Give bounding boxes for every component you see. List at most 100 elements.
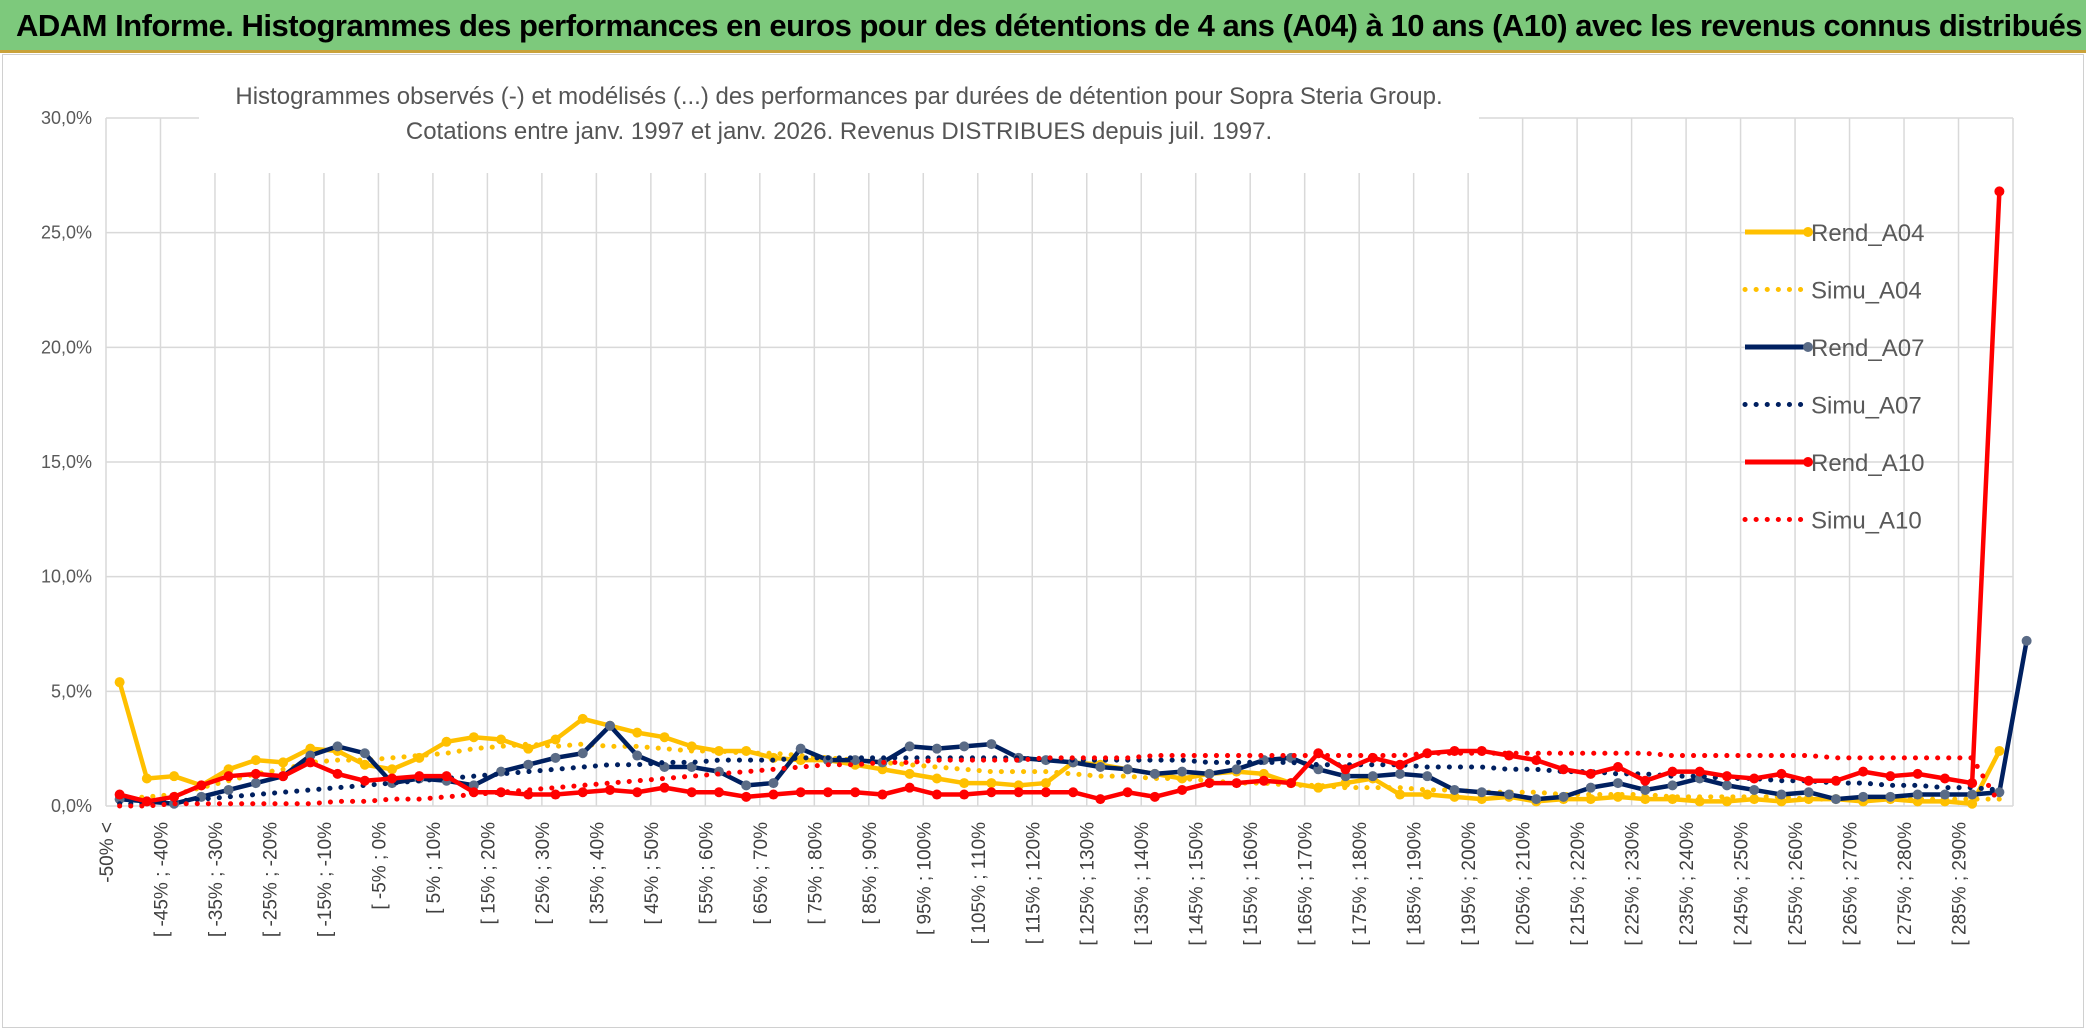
data-point [1994,745,2005,756]
data-point [931,743,942,754]
data-point [1967,798,1978,809]
data-point [1204,768,1215,779]
data-point [1912,789,1923,800]
chart-subtitle-line2: Cotations entre janv. 1997 et janv. 2026… [406,118,1272,145]
data-point [496,787,507,798]
data-point [686,741,697,752]
data-point [795,787,806,798]
data-point [1858,791,1869,802]
subtitle-background [199,73,1479,173]
data-point [741,791,752,802]
data-point [1803,787,1814,798]
data-point [768,778,779,789]
data-point [468,780,479,791]
data-point [741,780,752,791]
series-lines [114,186,2032,809]
data-point [1367,771,1378,782]
data-point [1449,784,1460,795]
data-point [1830,794,1841,805]
data-point [1476,794,1487,805]
report-title: ADAM Informe. Histogrammes des performan… [16,8,2083,43]
data-point [196,780,207,791]
data-point [713,787,724,798]
data-point [1721,796,1732,807]
data-point [114,789,125,800]
data-point [1830,775,1841,786]
x-tick-label: [ 235% ; 240% [1677,822,1698,946]
x-tick-label: [ 205% ; 210% [1514,822,1535,946]
data-point [822,787,833,798]
series-line [117,741,2002,802]
chart-subtitle-line1: Histogrammes observés (-) et modélisés (… [235,83,1442,110]
data-point [1122,787,1133,798]
legend-label: Simu_A10 [1811,508,1922,535]
data-point [1476,787,1487,798]
data-point [686,762,697,773]
data-point [359,775,370,786]
data-point [986,778,997,789]
x-tick-label: [ 55% ; 60% [696,822,717,925]
data-point [1340,778,1351,789]
data-point [278,771,289,782]
data-point [1967,789,1978,800]
data-point [523,759,534,770]
y-tick-label: 30,0% [41,108,92,128]
x-tick-label: [ 185% ; 190% [1405,822,1426,946]
data-point [1967,778,1978,789]
data-point [1776,796,1787,807]
legend-marker [1803,227,1813,237]
y-tick-label: 15,0% [41,452,92,472]
data-point [550,734,561,745]
data-point [387,764,398,775]
data-point [1013,787,1024,798]
x-tick-label: [ 65% ; 70% [751,822,772,925]
data-point [1585,782,1596,793]
data-point [1667,766,1678,777]
data-point [550,752,561,763]
y-axis-ticks: 0,0% 5,0% 10,0% 15,0% 20,0% 25,0% 30,0% [41,108,92,816]
series-line [117,681,2002,806]
data-point [1776,789,1787,800]
y-tick-label: 5,0% [51,681,92,701]
data-point [659,732,670,743]
x-tick-label: [ -15% ; -10% [315,822,336,937]
data-point [1531,755,1542,766]
data-point [1395,759,1406,770]
data-point [1204,778,1215,789]
data-point [1994,186,2005,197]
data-point [141,773,152,784]
x-tick-label: [ 35% ; 40% [587,822,608,925]
data-point [468,732,479,743]
data-point [1640,784,1651,795]
data-point [904,768,915,779]
data-point [1122,764,1133,775]
data-point [1912,768,1923,779]
data-point [904,782,915,793]
data-point [278,757,289,768]
x-tick-label: [ 155% ; 160% [1241,822,1262,946]
legend-label: Rend_A07 [1811,335,1924,362]
data-point [1231,764,1242,775]
data-point [1721,771,1732,782]
data-point [305,743,316,754]
data-point [1994,787,2005,798]
data-point [141,796,152,807]
data-point [1040,787,1051,798]
x-tick-label: [ 285% ; 290% [1950,822,1971,946]
data-point [986,787,997,798]
data-point [441,736,452,747]
data-point [1640,794,1651,805]
legend-label: Rend_A04 [1811,220,1924,247]
data-point [250,755,261,766]
x-tick-label: [ 245% ; 250% [1732,822,1753,946]
legend-marker [1803,457,1813,467]
data-point [604,720,615,731]
data-point [1694,766,1705,777]
data-point [1694,796,1705,807]
data-point [1612,762,1623,773]
data-point [877,764,888,775]
legend-label: Simu_A04 [1811,278,1922,305]
data-point [632,787,643,798]
data-point [1340,771,1351,782]
x-tick-label: [ 225% ; 230% [1623,822,1644,946]
